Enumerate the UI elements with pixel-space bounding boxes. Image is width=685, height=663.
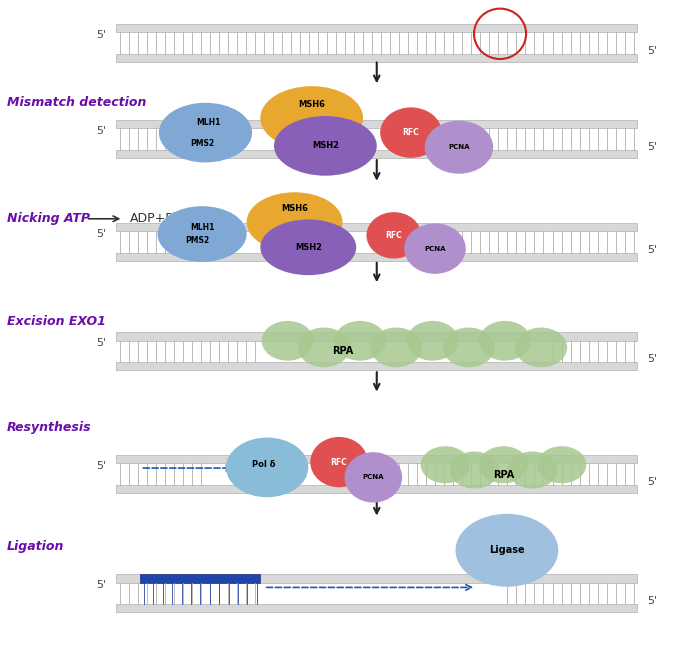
- Ellipse shape: [425, 121, 493, 174]
- Text: MSH2: MSH2: [312, 141, 339, 151]
- Text: MSH6: MSH6: [298, 100, 325, 109]
- Ellipse shape: [262, 321, 314, 361]
- Ellipse shape: [298, 328, 350, 367]
- FancyBboxPatch shape: [116, 332, 637, 341]
- Text: Mismatch detection: Mismatch detection: [7, 96, 146, 109]
- Ellipse shape: [406, 321, 458, 361]
- Ellipse shape: [345, 452, 402, 503]
- Text: 5': 5': [647, 354, 658, 365]
- Ellipse shape: [260, 219, 356, 275]
- FancyBboxPatch shape: [140, 574, 260, 583]
- Text: RFC: RFC: [331, 457, 347, 467]
- FancyBboxPatch shape: [116, 253, 637, 261]
- Ellipse shape: [537, 446, 586, 483]
- Ellipse shape: [380, 107, 442, 158]
- Text: Pol δ: Pol δ: [252, 459, 275, 469]
- Ellipse shape: [371, 328, 423, 367]
- Ellipse shape: [366, 212, 421, 259]
- Ellipse shape: [421, 446, 470, 483]
- Text: 5': 5': [96, 338, 106, 349]
- Text: 5': 5': [96, 229, 106, 239]
- Text: 5': 5': [647, 46, 658, 56]
- Text: MLH1: MLH1: [190, 223, 214, 232]
- Text: PMS2: PMS2: [185, 236, 210, 245]
- Text: 5': 5': [96, 30, 106, 40]
- Text: Nicking ATP: Nicking ATP: [7, 212, 90, 225]
- Ellipse shape: [247, 192, 342, 252]
- Ellipse shape: [479, 321, 531, 361]
- Text: Excision EXO1: Excision EXO1: [7, 315, 105, 328]
- Text: MSH2: MSH2: [295, 243, 322, 252]
- Text: RPA: RPA: [332, 345, 353, 356]
- Text: 5': 5': [96, 580, 106, 591]
- Ellipse shape: [159, 103, 252, 162]
- Ellipse shape: [449, 452, 499, 489]
- Text: 5': 5': [96, 126, 106, 137]
- FancyBboxPatch shape: [116, 485, 637, 493]
- Ellipse shape: [158, 206, 247, 262]
- FancyBboxPatch shape: [116, 54, 637, 62]
- Ellipse shape: [443, 328, 495, 367]
- Text: RFC: RFC: [403, 128, 419, 137]
- Ellipse shape: [508, 452, 557, 489]
- Text: 5': 5': [647, 245, 658, 255]
- Text: Ligation: Ligation: [7, 540, 64, 554]
- Text: Ligase: Ligase: [489, 545, 525, 556]
- FancyBboxPatch shape: [116, 362, 637, 371]
- Text: 5': 5': [96, 461, 106, 471]
- FancyBboxPatch shape: [116, 455, 637, 463]
- Text: PCNA: PCNA: [448, 144, 470, 151]
- Text: 5': 5': [647, 477, 658, 487]
- FancyBboxPatch shape: [116, 150, 637, 158]
- FancyBboxPatch shape: [116, 223, 637, 231]
- Text: PMS2: PMS2: [190, 139, 214, 148]
- Text: 5': 5': [647, 142, 658, 152]
- Ellipse shape: [226, 438, 308, 497]
- Ellipse shape: [260, 86, 363, 150]
- FancyBboxPatch shape: [116, 604, 637, 613]
- Text: MSH6: MSH6: [281, 204, 308, 213]
- Ellipse shape: [479, 446, 528, 483]
- Text: Resynthesis: Resynthesis: [7, 421, 92, 434]
- Text: RFC: RFC: [386, 231, 402, 240]
- Ellipse shape: [456, 514, 558, 587]
- FancyBboxPatch shape: [116, 574, 637, 583]
- FancyBboxPatch shape: [116, 24, 637, 32]
- Text: PCNA: PCNA: [362, 474, 384, 481]
- Text: 5': 5': [647, 596, 658, 607]
- Text: RPA: RPA: [493, 469, 514, 480]
- Text: ADP+Pi: ADP+Pi: [130, 212, 177, 225]
- Text: MLH1: MLH1: [197, 118, 221, 127]
- FancyBboxPatch shape: [116, 120, 637, 129]
- Ellipse shape: [310, 437, 368, 487]
- Ellipse shape: [404, 223, 466, 274]
- Ellipse shape: [515, 328, 567, 367]
- Text: PCNA: PCNA: [424, 245, 446, 252]
- Ellipse shape: [274, 116, 377, 176]
- Ellipse shape: [334, 321, 386, 361]
